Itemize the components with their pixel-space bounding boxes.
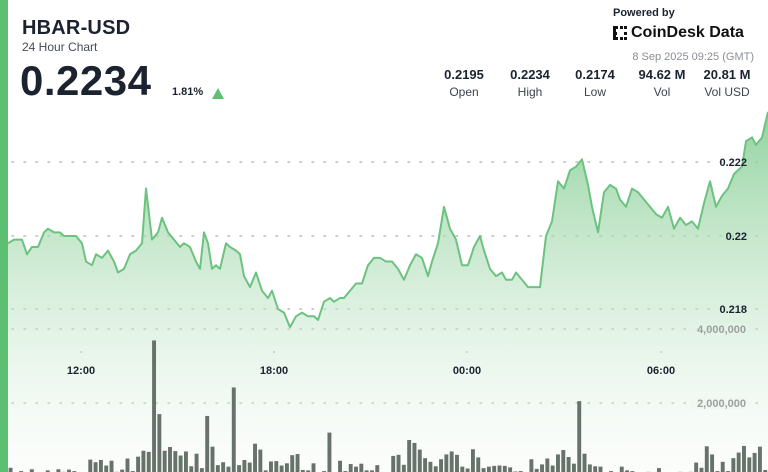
- brand-name: CoinDesk Data: [631, 24, 744, 41]
- up-arrow-icon: [212, 88, 224, 99]
- svg-text:06:00: 06:00: [647, 365, 675, 377]
- current-price: 0.2234: [20, 57, 152, 104]
- stat-low: 0.2174 Low: [575, 67, 615, 99]
- svg-text:4,000,000: 4,000,000: [697, 324, 746, 336]
- stat-vol-usd: 20.81 M Vol USD: [703, 67, 751, 99]
- timestamp: 8 Sep 2025 09:25 (GMT): [632, 51, 754, 63]
- stat-open: 0.2195 Open: [444, 67, 484, 99]
- svg-text:18:00: 18:00: [260, 365, 288, 377]
- accent-bar: [0, 0, 8, 472]
- svg-text:00:00: 00:00: [453, 365, 481, 377]
- svg-text:12:00: 12:00: [67, 365, 95, 377]
- svg-text:0.218: 0.218: [719, 304, 747, 316]
- svg-text:0.22: 0.22: [726, 231, 747, 243]
- volume-bars: [8, 340, 768, 472]
- powered-by: Powered by: [613, 7, 675, 19]
- price-change: 1.81%: [172, 86, 204, 98]
- svg-text:0.222: 0.222: [719, 157, 747, 169]
- price-line: [7, 111, 768, 329]
- brand-logo: CoinDesk Data: [613, 24, 744, 42]
- axis-labels: 0.222 0.22 0.218 2,000,000 4,000,000 12:00 18:…: [67, 157, 748, 410]
- svg-text:2,000,000: 2,000,000: [697, 398, 746, 410]
- price-area: [8, 111, 768, 472]
- pair-title: HBAR-USD: [22, 17, 131, 39]
- chart-subtitle: 24 Hour Chart: [22, 40, 98, 54]
- stat-vol: 94.62 M Vol: [638, 67, 686, 99]
- stat-high: 0.2234 High: [510, 67, 550, 99]
- coindesk-logo-icon: [613, 26, 627, 40]
